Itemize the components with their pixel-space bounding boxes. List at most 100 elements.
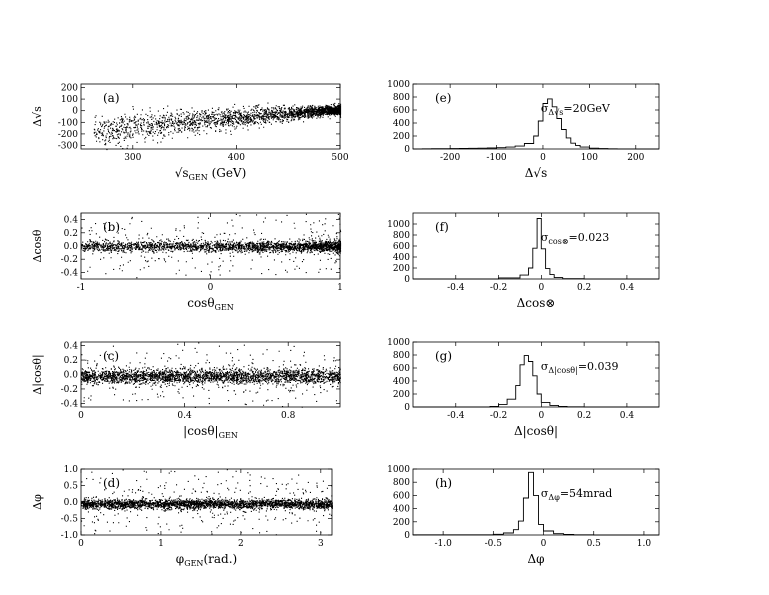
y-tick-label: 0.5: [64, 482, 79, 492]
x-axis-title-f: Δcos⊗: [517, 296, 556, 310]
panel-a: 300 400 500 -300 -200 -1000 100 200 (a) √sGEN (Ge…: [31, 83, 349, 182]
x-tick-label: -1.0: [434, 539, 452, 549]
x-tick-label: -1: [77, 283, 86, 293]
x-axis-title-a: √sGEN (GeV): [175, 166, 247, 182]
x-axis-title-d: φGEN(rad.): [176, 552, 237, 568]
x-tick-label: 1.0: [637, 539, 652, 549]
y-axis-title-d: Δφ: [31, 494, 44, 510]
y-tick-label: 200: [393, 132, 410, 142]
panel-g: -0.4 -0.2 0 0.2 0.4 0 200 400 600 800 1000 (g) Δ|cos…: [387, 338, 660, 438]
x-tick-label: 2: [238, 539, 244, 549]
scatter-dots-c: [81, 342, 341, 408]
plot-frame-h: [412, 468, 660, 536]
y-tick-label: 800: [393, 351, 410, 361]
x-tick-label: 0: [78, 539, 84, 549]
y-axis-title-b: Δcosθ: [31, 229, 44, 262]
y-tick-label: 0.0: [64, 498, 79, 508]
y-tick-label: 1000: [387, 465, 410, 475]
x-tick-label: 0: [541, 539, 547, 549]
y-tick-label: 0.4: [64, 342, 79, 352]
panel-e: -200 -100 0 100 200 0 200 400 600 800 1000 (e) Δ√s σΔ…: [387, 80, 660, 180]
x-tick-label: -0.5: [485, 539, 503, 549]
panel-c: 0 0.4 0.8 -0.4 -0.2 0.0 0.2 0.4 (c) |cosθ|GEN Δ|co…: [31, 341, 341, 440]
panel-label-g: (g): [435, 349, 452, 363]
scatter-dots-b: [81, 213, 342, 279]
panel-label-a: (a): [103, 91, 120, 105]
x-tick-label: 1: [158, 539, 164, 549]
y-tick-label: 400: [393, 505, 410, 515]
y-axis-title-c: Δ|cosθ|: [31, 354, 45, 394]
x-tick-label: 0: [538, 411, 544, 421]
y-tick-label: -0.2: [61, 385, 78, 395]
panel-h: -1.0 -0.5 0 0.5 1.0 0 200 400 600 800 1000 (h) Δφ σΔφ…: [387, 465, 660, 566]
y-tick-label: 800: [393, 478, 410, 488]
x-tick-label: -0.2: [490, 283, 507, 293]
x-tick-label: 3: [318, 539, 324, 549]
panel-label-c: (c): [103, 349, 119, 363]
y-axis-title-a: Δ√s: [31, 106, 44, 127]
y-tick-label: 0.0: [64, 371, 79, 381]
x-axis-title-c: |cosθ|GEN: [183, 424, 238, 440]
y-tick-label: 1.0: [64, 465, 79, 475]
y-tick-label: 0.2: [64, 229, 78, 239]
sigma-annotation-e: σΔ√s=20GeV: [541, 102, 611, 117]
histogram-line-e: [412, 98, 659, 150]
y-tick-label: 600: [393, 364, 410, 374]
y-tick-label: 200: [61, 83, 78, 93]
scatter-points-c: [81, 342, 341, 408]
x-axis-title-g: Δ|cosθ|: [514, 424, 558, 438]
x-tick-label: 0.4: [177, 411, 192, 421]
y-tick-label: 100: [61, 95, 78, 105]
scatter-dots-d: [81, 469, 333, 536]
scatter-dots-a: [93, 102, 342, 151]
x-tick-label: 500: [331, 153, 348, 163]
histogram-line-g: [413, 355, 659, 408]
y-tick-label: 0.2: [64, 356, 78, 366]
plot-frame-f: [412, 212, 660, 280]
y-tick-label: 1000: [387, 338, 410, 348]
y-tick-label: 0: [404, 531, 410, 541]
x-tick-label: 300: [124, 153, 141, 163]
x-tick-label: -100: [486, 153, 506, 163]
x-axis-title-e: Δ√s: [525, 166, 547, 180]
y-tick-label: -1.0: [61, 531, 79, 541]
y-tick-label: 200: [393, 518, 410, 528]
y-tick-label: 0: [404, 403, 410, 413]
x-tick-label: 200: [627, 153, 644, 163]
histogram-line-f: [413, 218, 659, 280]
scatter-points-a: [93, 102, 342, 151]
y-tick-label: 0: [72, 107, 78, 117]
x-tick-label: 0.8: [281, 411, 296, 421]
y-tick-label: -0.5: [61, 515, 79, 525]
y-tick-label: -0.4: [61, 399, 79, 409]
y-tick-label: -0.2: [61, 255, 78, 265]
y-tick-label: 600: [393, 242, 410, 252]
panel-d: 0 1 2 3 -1.0 -0.5 0.0 0.5 1.0 (d) φGEN(rad.) Δφ: [31, 465, 333, 568]
plot-frame-e: [412, 83, 660, 150]
x-tick-label: 0.2: [577, 283, 591, 293]
x-tick-label: 0: [540, 153, 546, 163]
panel-b: -1 0 1 -0.4 -0.2 0.0 0.2 0.4 (b) cosθGEN Δcosθ: [31, 212, 343, 312]
panel-label-b: (b): [103, 220, 120, 234]
x-tick-label: 0: [208, 283, 214, 293]
y-tick-label: 0.4: [64, 216, 79, 226]
y-tick-label: 1000: [387, 80, 410, 90]
sigma-annotation-g: σΔ|cosθ|=0.039: [541, 360, 619, 375]
x-tick-label: 0.4: [620, 283, 635, 293]
panel-label-d: (d): [103, 476, 120, 490]
scatter-points-b: [81, 213, 342, 279]
panel-label-f: (f): [435, 220, 449, 234]
panel-label-e: (e): [435, 91, 451, 105]
y-tick-label: 0.0: [64, 242, 79, 252]
y-tick-label: 200: [393, 390, 410, 400]
y-tick-label: -100: [58, 118, 78, 128]
y-tick-label: 600: [393, 491, 410, 501]
sigma-annotation-f: σcos⊗=0.023: [541, 231, 609, 246]
y-tick-label: 1000: [387, 220, 410, 230]
x-tick-label: 0.4: [620, 411, 635, 421]
y-tick-label: -300: [58, 142, 78, 152]
y-tick-label: 400: [393, 119, 410, 129]
y-tick-label: -200: [58, 130, 78, 140]
